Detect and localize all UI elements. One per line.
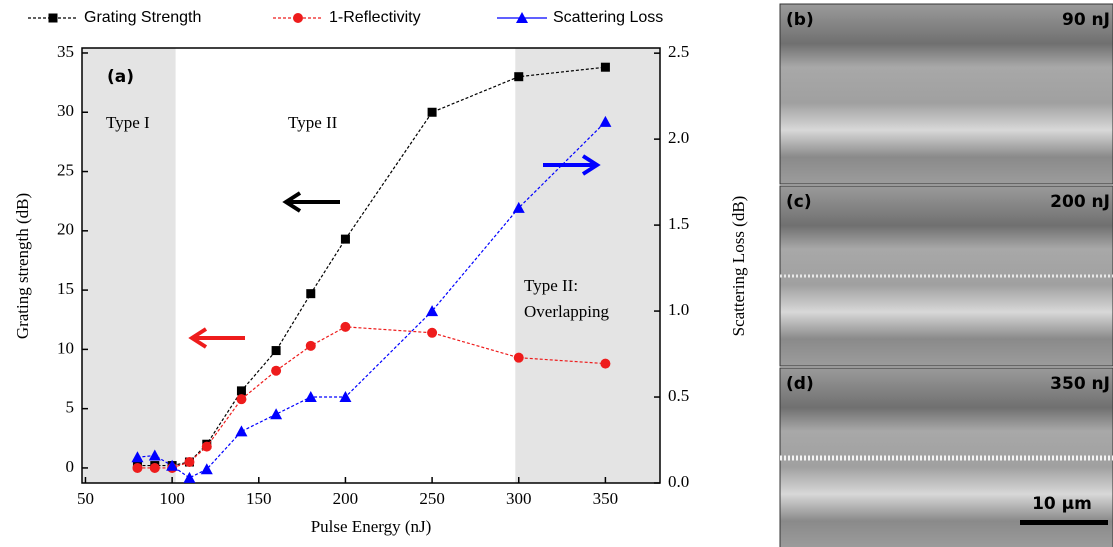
x-tick-label: 200 bbox=[333, 489, 359, 508]
y-axis-title: Grating strength (dB) bbox=[13, 193, 32, 339]
marker bbox=[306, 289, 316, 299]
scale-bar bbox=[1020, 520, 1108, 525]
shaded-region bbox=[82, 48, 176, 483]
shaded-region bbox=[515, 48, 660, 483]
x-tick-label: 350 bbox=[593, 489, 619, 508]
x-axis-title: Pulse Energy (nJ) bbox=[311, 517, 432, 536]
y2-tick-label: 1.5 bbox=[668, 214, 689, 233]
y-tick-label: 20 bbox=[57, 220, 74, 239]
legend-marker bbox=[293, 13, 303, 23]
micrographs: (b) 90 nJ (c) 200 nJ (d) 350 nJ 10 µm bbox=[779, 3, 1113, 547]
marker bbox=[427, 107, 437, 117]
panel-energy: 90 nJ bbox=[1062, 10, 1110, 30]
panel-label: (d) bbox=[786, 374, 814, 394]
series-line bbox=[137, 121, 606, 479]
scale-bar-label: 10 µm bbox=[1032, 494, 1092, 514]
y2-axis-title: Scattering Loss (dB) bbox=[729, 196, 748, 337]
y-tick-label: 5 bbox=[66, 398, 75, 417]
y2-tick-label: 2.0 bbox=[668, 128, 689, 147]
legend-marker bbox=[516, 12, 528, 23]
panel-energy: 200 nJ bbox=[1050, 192, 1110, 212]
marker bbox=[340, 234, 350, 244]
arrows bbox=[188, 154, 601, 349]
x-tick-label: 100 bbox=[159, 489, 185, 508]
marker bbox=[201, 441, 212, 452]
plot-frame bbox=[81, 47, 661, 484]
marker bbox=[513, 352, 524, 363]
marker bbox=[270, 408, 283, 420]
legend-label: Scattering Loss bbox=[553, 9, 663, 26]
x-tick-label: 300 bbox=[506, 489, 532, 508]
marker bbox=[131, 451, 144, 463]
x-tick-label: 50 bbox=[77, 489, 94, 508]
y-tick-label: 35 bbox=[57, 42, 74, 61]
annotation: Type I bbox=[106, 113, 150, 132]
y-tick-label: 0 bbox=[66, 457, 75, 476]
marker bbox=[184, 457, 195, 468]
y-tick-label: 10 bbox=[57, 338, 74, 357]
marker bbox=[235, 425, 248, 437]
marker bbox=[149, 462, 160, 473]
panel-energy: 350 nJ bbox=[1050, 374, 1110, 394]
marker bbox=[426, 305, 439, 317]
legend-label: 1-Reflectivity bbox=[329, 9, 421, 26]
y-tick-label: 15 bbox=[57, 279, 74, 298]
micrograph bbox=[779, 3, 1113, 185]
marker bbox=[340, 321, 351, 332]
marker bbox=[148, 449, 161, 461]
marker bbox=[600, 62, 610, 72]
annotation: Overlapping bbox=[524, 302, 609, 321]
y2-tick-label: 0.0 bbox=[668, 472, 689, 491]
legend-label: Grating Strength bbox=[84, 9, 201, 26]
marker bbox=[236, 386, 246, 396]
marker bbox=[304, 391, 317, 403]
y2-tick-label: 1.0 bbox=[668, 300, 689, 319]
marker bbox=[339, 391, 352, 403]
marker bbox=[514, 72, 524, 82]
x-tick-label: 250 bbox=[419, 489, 445, 508]
marker bbox=[236, 394, 247, 405]
annotation: Type II bbox=[288, 113, 338, 132]
marker bbox=[132, 462, 143, 473]
y-tick-label: 30 bbox=[57, 101, 74, 120]
marker bbox=[271, 365, 282, 376]
marker bbox=[305, 340, 316, 351]
marker bbox=[427, 327, 438, 338]
panel-label: (c) bbox=[786, 192, 812, 212]
marker bbox=[183, 471, 196, 483]
y2-tick-label: 2.5 bbox=[668, 42, 689, 61]
marker bbox=[512, 201, 525, 213]
x-tick-label: 150 bbox=[246, 489, 272, 508]
annotation: Type II: bbox=[524, 276, 578, 295]
marker bbox=[200, 463, 213, 475]
panel-label: (a) bbox=[107, 67, 134, 87]
y-tick-label: 25 bbox=[57, 160, 74, 179]
marker bbox=[271, 346, 281, 356]
marker bbox=[599, 115, 612, 127]
panel-label: (b) bbox=[786, 10, 814, 30]
legend-marker bbox=[48, 13, 58, 23]
y2-tick-label: 0.5 bbox=[668, 386, 689, 405]
marker bbox=[166, 459, 179, 471]
marker bbox=[600, 358, 611, 369]
